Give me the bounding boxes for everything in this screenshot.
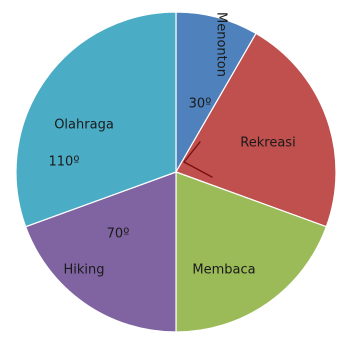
slice-value-olahraga: 110º [49, 155, 80, 170]
slice-value-hiking: 70º [107, 227, 130, 242]
pie-slices [15, 11, 337, 333]
slice-value-menonton: 30º [189, 97, 212, 112]
pie-slice-olahraga [15, 11, 177, 228]
slice-label-membaca: Membaca [192, 263, 255, 278]
slice-label-menonton: Menonton [214, 12, 229, 77]
pie-slice-hiking [24, 171, 177, 333]
pie-slice-rekreasi [175, 32, 337, 228]
pie-labels: Menonton 30º Rekreasi Membaca Hiking 70º Olahr… [49, 12, 296, 278]
slice-label-hiking: Hiking [63, 263, 104, 278]
pie-slice-membaca [175, 171, 328, 333]
slice-label-olahraga: Olahraga [54, 118, 114, 133]
angle-mark [183, 141, 213, 178]
slice-label-rekreasi: Rekreasi [240, 136, 295, 151]
